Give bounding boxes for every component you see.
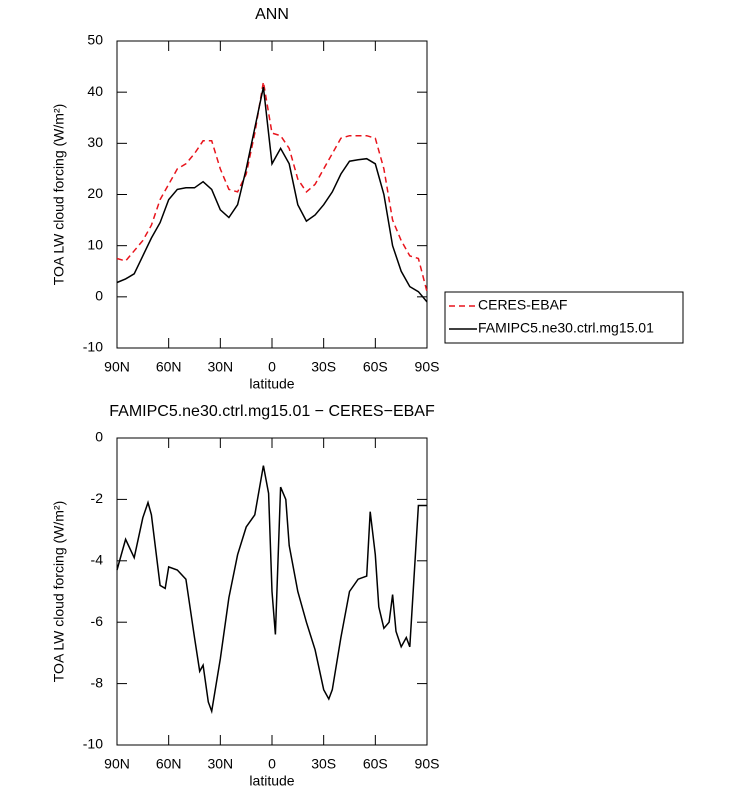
y-tick-label: 20 (87, 185, 103, 201)
x-tick-label: 0 (268, 756, 276, 772)
y-tick-label: 10 (87, 236, 103, 252)
legend-frame (444, 291, 684, 344)
legend-label: CERES-EBAF (478, 297, 567, 313)
data-line (116, 86, 428, 303)
y-tick-label: -10 (83, 736, 103, 752)
y-tick-label: 50 (87, 32, 103, 48)
y-tick-label: 0 (95, 288, 103, 304)
plot-frame (116, 40, 428, 349)
y-tick-label: 30 (87, 134, 103, 150)
x-tick-label: 90S (415, 756, 440, 772)
x-tick-label: 90N (104, 756, 130, 772)
y-tick-label: -10 (83, 339, 103, 355)
y-tick-label: 0 (95, 429, 103, 445)
chart-title: ANN (255, 6, 289, 23)
legend-label: FAMIPC5.ne30.ctrl.mg15.01 (478, 320, 654, 336)
y-tick-label: -8 (91, 674, 104, 690)
legend: CERES-EBAF FAMIPC5.ne30.ctrl.mg15.01 (444, 291, 684, 344)
data-line (116, 465, 427, 715)
y-tick-label: -2 (91, 490, 104, 506)
y-tick-label: -4 (91, 552, 104, 568)
x-tick-label: 60S (363, 359, 388, 375)
x-tick-label: 0 (268, 359, 276, 375)
y-tick-label: -6 (91, 613, 104, 629)
x-tick-label: 30N (207, 359, 233, 375)
y-tick-label: 40 (87, 83, 103, 99)
x-tick-label: 90S (415, 359, 440, 375)
x-tick-label: 60S (363, 756, 388, 772)
x-tick-label: 30N (207, 756, 233, 772)
x-tick-label: 30S (311, 359, 336, 375)
chart-title: FAMIPC5.ne30.ctrl.mg15.01 − CERES−EBAF (109, 403, 435, 420)
data-line (116, 81, 428, 292)
x-axis-label: latitude (249, 773, 294, 789)
x-tick-label: 90N (104, 359, 130, 375)
y-axis-label: TOA LW cloud forcing (W/m²) (51, 501, 67, 683)
x-tick-label: 60N (156, 359, 182, 375)
x-tick-label: 60N (156, 756, 182, 772)
y-axis-label: TOA LW cloud forcing (W/m²) (51, 104, 67, 286)
x-tick-label: 30S (311, 756, 336, 772)
x-axis-label: latitude (249, 376, 294, 392)
